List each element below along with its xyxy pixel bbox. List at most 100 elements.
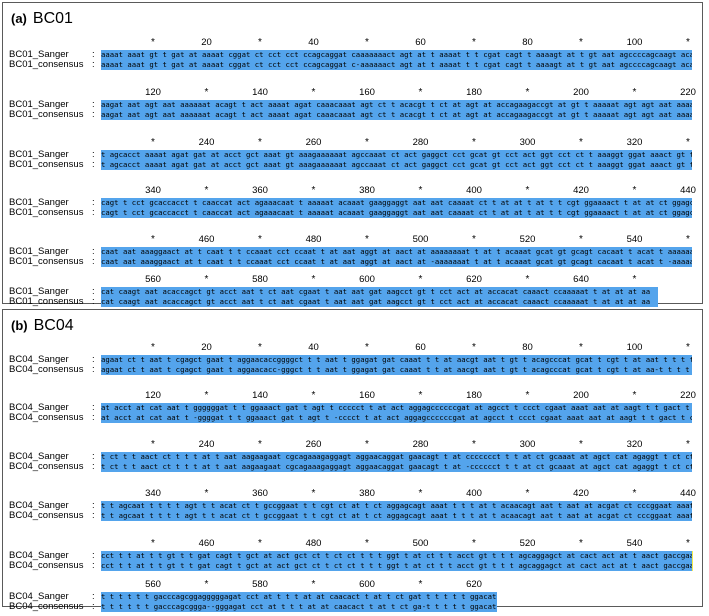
alignment-block: * 240 * 260 * 280 * 300 * 320 * BC04_Sanger: t ct t … bbox=[3, 440, 704, 476]
ruler-star: * bbox=[311, 274, 316, 285]
ruler-star: * bbox=[632, 488, 637, 499]
ruler-star: * bbox=[632, 274, 637, 285]
position-ruler: 560 * 580 * 600 * 620 * 640 * bbox=[3, 275, 704, 285]
ruler-number: 500 bbox=[412, 234, 429, 245]
sequence-text: cct t t at t t gt t t gat cagt t gct at … bbox=[101, 561, 692, 571]
ruler-star: * bbox=[258, 137, 262, 148]
sequence-text: agaat ct t aat t cgagct gaat t aggaacacc… bbox=[101, 365, 692, 375]
ruler-star: * bbox=[686, 538, 690, 549]
sequence-text: t agcacct aaaat agat gat at acct gct aaa… bbox=[101, 160, 692, 170]
ruler-number: 300 bbox=[519, 439, 536, 450]
alignment-block: 340 * 360 * 380 * 400 * 420 * 440 BC01_Sanger: cagt … bbox=[3, 186, 704, 222]
ruler-number: 560 bbox=[145, 274, 161, 285]
ruler-star: * bbox=[472, 234, 476, 245]
ruler-number: 540 bbox=[626, 234, 643, 245]
sequence-text: agaat ct t aat t cgagct gaat t aggaacacc… bbox=[101, 355, 692, 365]
sequence-label: BC04_consensus bbox=[9, 601, 84, 612]
sequence-label: BC04_consensus bbox=[9, 364, 84, 375]
separator-colon: : bbox=[92, 149, 95, 160]
ruler-number: 140 bbox=[252, 87, 268, 98]
ruler-star: * bbox=[204, 185, 209, 196]
ruler-star: * bbox=[311, 390, 316, 401]
ruler-star: * bbox=[204, 488, 209, 499]
ruler-number: 380 bbox=[359, 488, 375, 499]
ruler-number: 400 bbox=[466, 488, 482, 499]
position-ruler: 340 * 360 * 380 * 400 * 420 * 440 bbox=[3, 489, 704, 499]
ruler-number: 360 bbox=[252, 488, 268, 499]
separator-colon: : bbox=[92, 560, 95, 571]
sequence-label: BC01_consensus bbox=[9, 109, 84, 120]
ruler-star: * bbox=[204, 87, 209, 98]
ruler-star: * bbox=[579, 234, 583, 245]
ruler-number: 260 bbox=[305, 439, 322, 450]
ruler-star: * bbox=[258, 234, 262, 245]
ruler-number: 220 bbox=[680, 87, 696, 98]
sequence-text: at acct at cat aat t ggggggat t t ggaaac… bbox=[101, 403, 692, 413]
ruler-star: * bbox=[472, 137, 476, 148]
sequence-label: BC04_Sanger bbox=[9, 402, 69, 413]
sequence-label: BC04_Sanger bbox=[9, 451, 69, 462]
sequence-text: t agcacct aaaat agat gat at acct gct aaa… bbox=[101, 150, 692, 160]
ruler-star: * bbox=[311, 87, 316, 98]
ruler-number: 60 bbox=[415, 342, 426, 353]
ruler-star: * bbox=[686, 37, 690, 48]
ruler-star: * bbox=[365, 538, 369, 549]
ruler-star: * bbox=[686, 342, 690, 353]
ruler-number: 200 bbox=[573, 87, 589, 98]
ruler-number: 200 bbox=[573, 390, 589, 401]
ruler-number: 340 bbox=[145, 185, 161, 196]
sequence-label: BC01_consensus bbox=[9, 59, 84, 70]
ruler-number: 180 bbox=[466, 390, 482, 401]
separator-colon: : bbox=[92, 296, 95, 307]
ruler-number: 100 bbox=[626, 342, 643, 353]
ruler-number: 140 bbox=[252, 390, 268, 401]
alignment-block: 120 * 140 * 160 * 180 * 200 * 220 BC04_Sanger: at ac… bbox=[3, 391, 704, 427]
panel-title: (a) BC01 bbox=[11, 10, 73, 28]
ruler-star: * bbox=[365, 137, 369, 148]
ruler-star: * bbox=[418, 579, 423, 590]
separator-colon: : bbox=[92, 364, 95, 375]
alignment-block: 340 * 360 * 380 * 400 * 420 * 440 BC04_Sanger: t t a… bbox=[3, 489, 704, 525]
ruler-star: * bbox=[204, 274, 209, 285]
sequence-text: caat aat aaaggaact at t caat t t ccaaat … bbox=[101, 257, 692, 267]
alignment-block: 120 * 140 * 160 * 180 * 200 * 220 BC01_Sanger: aagat… bbox=[3, 88, 704, 124]
sequence-label: BC04_consensus bbox=[9, 461, 84, 472]
separator-colon: : bbox=[92, 109, 95, 120]
separator-colon: : bbox=[92, 246, 95, 257]
separator-colon: : bbox=[92, 99, 95, 110]
consensus-row: BC01_consensus: t agcacct aaaat agat gat … bbox=[3, 160, 704, 170]
sanger-row: BC04_Sanger: t t t t t t gacccagcggaggggg… bbox=[3, 592, 704, 602]
ruler-star: * bbox=[204, 390, 209, 401]
sequence-text: cat caagt aat acaccagct gt acct aat t ct… bbox=[101, 287, 658, 297]
ruler-star: * bbox=[151, 342, 155, 353]
ruler-number: 100 bbox=[626, 37, 643, 48]
sequence-text: aaaat aaat gt t gat at aaaat cggat ct cc… bbox=[101, 50, 692, 60]
ruler-number: 80 bbox=[522, 37, 533, 48]
separator-colon: : bbox=[92, 412, 95, 423]
sequence-label: BC04_consensus bbox=[9, 412, 84, 423]
ruler-star: * bbox=[525, 87, 530, 98]
panel-name: BC01 bbox=[32, 10, 73, 27]
ruler-star: * bbox=[632, 390, 637, 401]
sequence-text: t ct t t aact ct t t t at t aat aagaagaa… bbox=[101, 452, 692, 462]
ruler-star: * bbox=[579, 538, 583, 549]
sequence-text: at acct at cat aat t -ggggat t t ggaaact… bbox=[101, 413, 692, 423]
ruler-star: * bbox=[418, 87, 423, 98]
ruler-star: * bbox=[472, 538, 476, 549]
panel-letter: (a) bbox=[11, 11, 27, 26]
ruler-star: * bbox=[472, 37, 476, 48]
consensus-row: BC04_consensus: t t agcaat t t t t agt t … bbox=[3, 511, 704, 521]
ruler-star: * bbox=[686, 234, 690, 245]
ruler-number: 600 bbox=[359, 274, 375, 285]
ruler-number: 240 bbox=[198, 137, 215, 148]
ruler-number: 560 bbox=[145, 579, 161, 590]
consensus-row: BC01_consensus: cat caagt aat acaccagct g… bbox=[3, 297, 704, 307]
position-ruler: * 460 * 480 * 500 * 520 * 540 * bbox=[3, 539, 704, 549]
sequence-label: BC04_Sanger bbox=[9, 550, 69, 561]
ruler-star: * bbox=[472, 439, 476, 450]
ruler-number: 480 bbox=[305, 234, 322, 245]
ruler-star: * bbox=[258, 37, 262, 48]
ruler-star: * bbox=[311, 579, 316, 590]
ruler-star: * bbox=[525, 185, 530, 196]
position-ruler: * 20 * 40 * 60 * 80 * 100 * bbox=[3, 38, 704, 48]
